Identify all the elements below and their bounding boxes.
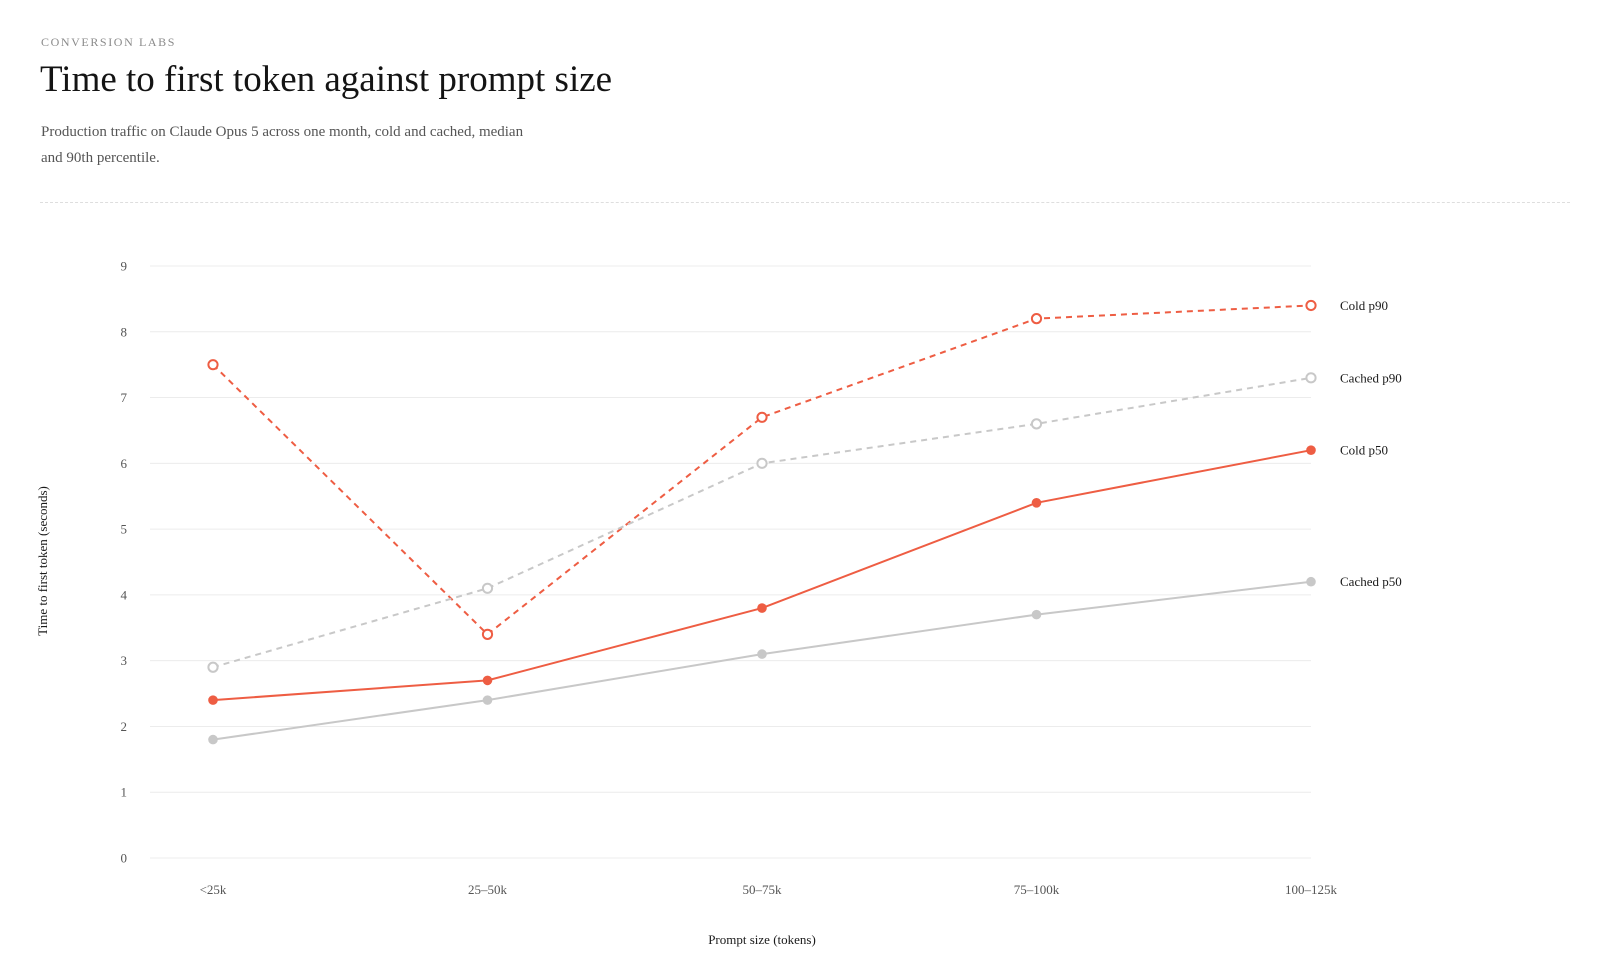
x-tick-label: 25–50k xyxy=(468,882,508,897)
data-point xyxy=(1030,313,1043,325)
y-tick-label: 9 xyxy=(121,259,128,274)
series-line xyxy=(212,304,1312,636)
y-tick-label: 3 xyxy=(121,653,128,668)
data-point xyxy=(207,359,219,371)
series-cached-p50 xyxy=(208,576,1316,745)
data-point xyxy=(482,695,493,705)
series-lines xyxy=(207,299,1317,745)
data-point xyxy=(481,582,494,594)
data-point xyxy=(756,457,768,469)
data-point xyxy=(208,695,218,705)
data-point xyxy=(207,661,219,673)
y-tick-label: 7 xyxy=(121,390,128,405)
data-point xyxy=(756,411,768,423)
y-tick-label: 6 xyxy=(121,456,128,471)
data-point xyxy=(481,628,494,640)
data-point xyxy=(1030,418,1043,430)
header-divider xyxy=(40,202,1570,203)
data-point xyxy=(1306,445,1316,455)
x-tick-label: 50–75k xyxy=(743,882,783,897)
data-point xyxy=(1306,576,1316,587)
data-point xyxy=(482,675,493,686)
series-cached-p90 xyxy=(207,372,1317,673)
x-tick-label: 100–125k xyxy=(1285,882,1338,897)
brand-eyebrow: CONVERSION LABS xyxy=(41,35,177,49)
x-axis-title: Prompt size (tokens) xyxy=(708,932,816,947)
series-label-cold-p50: Cold p50 xyxy=(1340,443,1388,458)
grid-lines xyxy=(150,265,1311,859)
y-axis-ticks: 0 1 2 3 4 5 6 7 8 9 xyxy=(121,259,128,866)
y-axis-title: Time to first token (seconds) xyxy=(35,486,50,636)
y-tick-label: 5 xyxy=(121,522,128,537)
data-point xyxy=(208,734,218,745)
data-point xyxy=(757,649,767,659)
x-axis-ticks: <25k 25–50k 50–75k 75–100k 100–125k xyxy=(200,882,1338,897)
data-point xyxy=(1031,609,1042,620)
y-tick-label: 4 xyxy=(121,587,128,602)
series-label-cold-p90: Cold p90 xyxy=(1340,298,1388,313)
data-point xyxy=(1305,372,1317,384)
page-title: Time to first token against prompt size xyxy=(40,59,613,100)
series-cold-p50 xyxy=(208,445,1316,705)
y-tick-label: 1 xyxy=(121,785,128,800)
y-tick-label: 8 xyxy=(121,324,128,339)
x-tick-label: <25k xyxy=(200,882,227,897)
y-tick-label: 0 xyxy=(121,851,128,866)
y-tick-label: 2 xyxy=(121,719,128,734)
page-subtitle: Production traffic on Claude Opus 5 acro… xyxy=(41,124,524,166)
series-line xyxy=(212,449,1312,702)
series-label-cached-p50: Cached p50 xyxy=(1340,574,1402,589)
data-point xyxy=(757,603,767,613)
data-point xyxy=(1305,299,1317,312)
data-point xyxy=(1031,498,1042,508)
x-tick-label: 75–100k xyxy=(1014,882,1060,897)
series-labels: Cold p50 Cached p50 Cold p90 Cached p90 xyxy=(1340,298,1402,589)
series-label-cached-p90: Cached p90 xyxy=(1340,370,1402,385)
series-cold-p90 xyxy=(207,299,1317,640)
